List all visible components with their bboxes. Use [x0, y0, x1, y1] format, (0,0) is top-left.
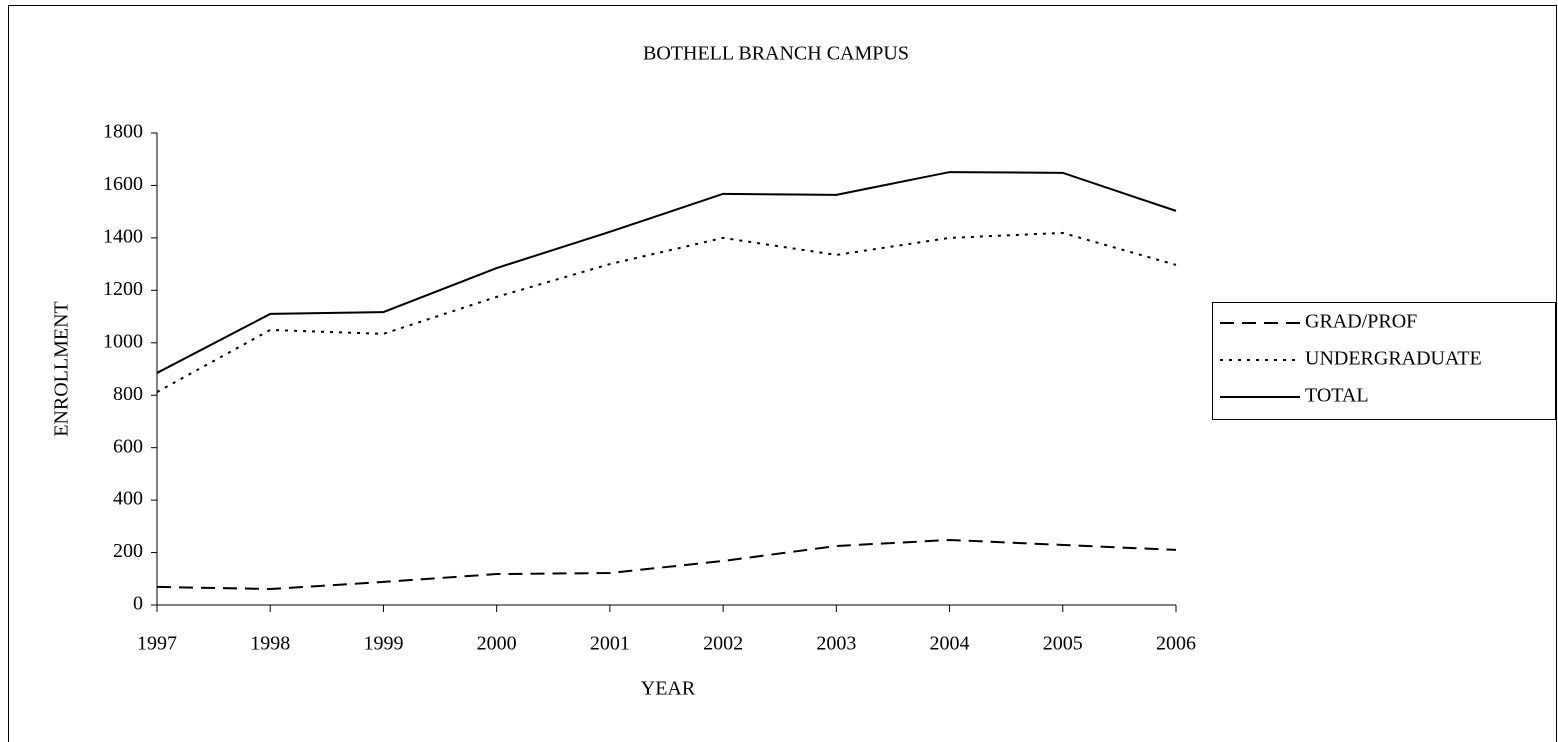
y-tick-label: 800 [113, 383, 143, 405]
y-tick-label: 1200 [103, 278, 143, 300]
y-tick-label: 0 [133, 593, 143, 615]
legend-label: TOTAL [1305, 385, 1369, 407]
series-line [156, 171, 1177, 374]
x-axis-title: YEAR [641, 678, 696, 700]
x-tick-label: 1999 [363, 633, 403, 655]
x-tick-label: 1998 [250, 633, 290, 655]
y-tick-label: 1800 [103, 121, 143, 143]
chart-frame [8, 5, 1557, 742]
x-tick-label: 2005 [1043, 633, 1083, 655]
x-tick-label: 2001 [590, 633, 630, 655]
legend-label: GRAD/PROF [1305, 311, 1417, 333]
y-tick-label: 1600 [103, 173, 143, 195]
x-tick-label: 1997 [137, 633, 177, 655]
x-tick-label: 2003 [816, 633, 856, 655]
x-tick-label: 2002 [703, 633, 743, 655]
y-tick-label: 1000 [103, 330, 143, 352]
y-axis-title: ENROLLMENT [51, 301, 73, 437]
y-tick-label: 1400 [103, 225, 143, 247]
legend-label: UNDERGRADUATE [1305, 348, 1482, 370]
y-tick-label: 600 [113, 435, 143, 457]
x-tick-label: 2004 [930, 633, 970, 655]
x-tick-label: 2006 [1156, 633, 1196, 655]
series-line [156, 538, 1177, 591]
chart-title: BOTHELL BRANCH CAMPUS [643, 43, 909, 65]
y-tick-label: 200 [113, 540, 143, 562]
y-tick-label: 400 [113, 488, 143, 510]
x-tick-label: 2000 [477, 633, 517, 655]
